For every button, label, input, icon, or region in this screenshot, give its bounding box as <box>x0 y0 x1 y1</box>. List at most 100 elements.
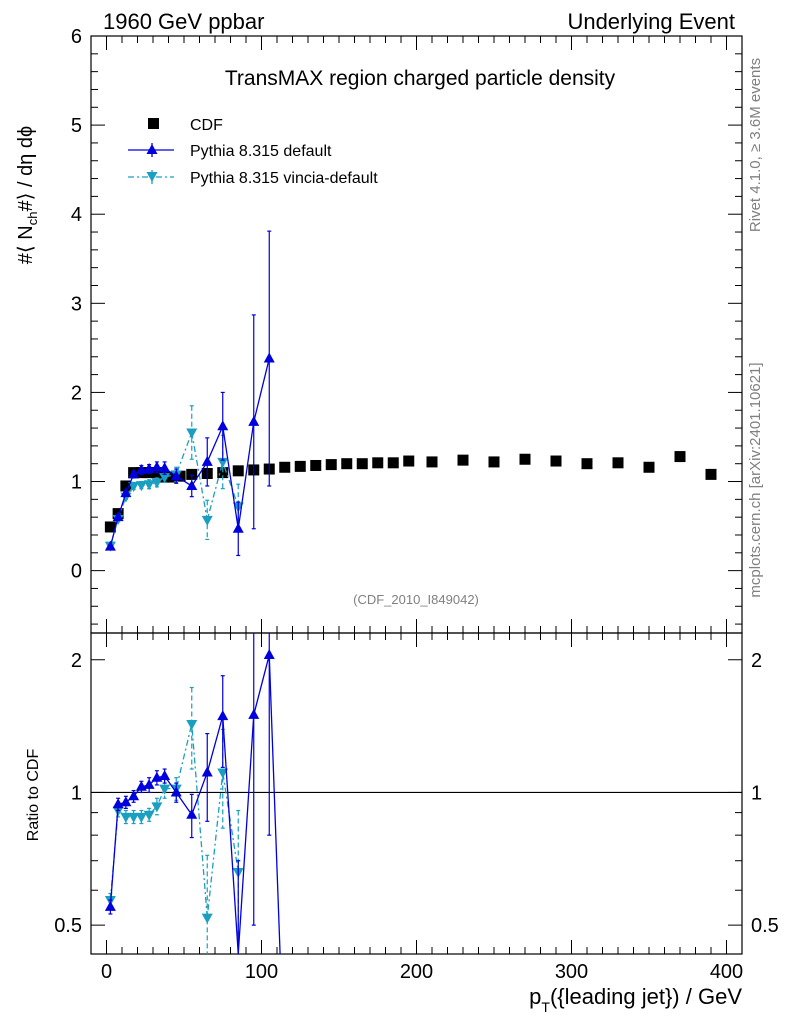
main-ylabel: #⟨ Nch#⟩ / dη dϕ <box>15 126 40 264</box>
data-point <box>143 778 155 789</box>
data-point <box>120 487 132 498</box>
data-point <box>143 810 155 821</box>
data-point <box>232 522 244 533</box>
main-frame <box>90 35 743 634</box>
cdf-point <box>356 458 368 470</box>
ratio-frame <box>90 632 743 955</box>
data-point <box>248 415 260 426</box>
x-axis-label: pT({leading jet}) / GeV <box>529 984 742 1015</box>
data-point <box>159 462 171 473</box>
ratio-ytick-label-left: 2 <box>71 650 82 672</box>
legend-cdf-label: CDF <box>190 117 223 134</box>
data-point <box>170 470 182 481</box>
analysis-label: (CDF_2010_I849042) <box>353 592 479 607</box>
cdf-point <box>426 456 438 468</box>
data-point <box>186 719 198 730</box>
data-point <box>248 708 260 719</box>
data-point <box>170 786 182 797</box>
data-point <box>151 461 163 472</box>
data-point <box>201 766 213 777</box>
legend-default-marker <box>146 144 158 154</box>
cdf-point <box>403 455 415 467</box>
data-point <box>217 457 229 468</box>
legend-cdf-marker <box>148 118 159 129</box>
ratio-ytick-label-right: 1 <box>751 782 762 804</box>
rivet-label: Rivet 4.1.0, ≥ 3.6M events <box>747 58 764 232</box>
main-title: TransMAX region charged particle density <box>225 67 616 90</box>
data-point <box>263 649 275 660</box>
xtick-labels: 0 100 200 300 400 <box>101 961 743 983</box>
main-ytick-label: 1 <box>71 472 82 494</box>
data-point <box>120 796 132 807</box>
data-point <box>128 468 140 479</box>
mcplots-label: mcplots.cern.ch [arXiv:2401.10621] <box>747 362 764 597</box>
cdf-point <box>705 468 717 480</box>
data-point <box>159 784 171 795</box>
data-point <box>159 473 171 484</box>
cdf-point <box>341 458 353 470</box>
ratio-ytick-label-left: 1 <box>71 782 82 804</box>
data-point <box>217 710 229 721</box>
data-point <box>120 812 132 823</box>
data-point <box>263 352 275 363</box>
data-point <box>128 812 140 823</box>
xtick-label: 300 <box>555 961 588 983</box>
data-point <box>217 768 229 779</box>
legend-default-label: Pythia 8.315 default <box>190 143 332 160</box>
cdf-point <box>519 453 531 465</box>
series-line <box>109 654 281 955</box>
cdf-point <box>294 460 306 472</box>
header-right: Underlying Event <box>567 9 735 34</box>
ratio-ytick-label-right: 2 <box>751 650 762 672</box>
cdf-point <box>232 465 244 477</box>
main-ytick-label: 4 <box>71 204 82 226</box>
cdf-point <box>120 480 132 492</box>
data-point <box>186 808 198 819</box>
cdf-point <box>643 461 655 473</box>
cdf-point <box>457 454 469 466</box>
cdf-point <box>612 457 624 469</box>
ratio-panel: 0.5 0.5 1 1 2 2 0 100 200 300 400 Ratio to CDF pT… <box>25 632 779 1015</box>
data-point <box>201 455 213 466</box>
data-point <box>128 481 140 492</box>
main-panel: 0 1 2 3 4 5 6 TransMAX region charged particle… <box>15 26 743 634</box>
series-line <box>109 358 270 547</box>
main-ticks <box>90 35 743 633</box>
cdf-point <box>310 459 322 471</box>
data-point <box>112 511 124 522</box>
cdf-point <box>217 467 229 479</box>
ratio-ticks <box>90 633 743 954</box>
data-point <box>159 769 171 780</box>
legend: CDF Pythia 8.315 default Pythia 8.315 vi… <box>128 117 378 187</box>
main-ytick-label: 5 <box>71 115 82 137</box>
cdf-point <box>104 521 116 533</box>
data-point <box>128 790 140 801</box>
ratio-ylabel: Ratio to CDF <box>25 749 42 842</box>
main-ytick-label: 3 <box>71 293 82 315</box>
cdf-point <box>166 471 178 483</box>
legend-vincia-label: Pythia 8.315 vincia-default <box>190 170 378 187</box>
ratio-data <box>104 633 281 955</box>
cdf-point <box>581 458 593 470</box>
main-ytick-labels: 0 1 2 3 4 5 6 <box>71 26 82 583</box>
data-point <box>135 812 147 823</box>
xtick-label: 200 <box>400 961 433 983</box>
series-line <box>109 723 239 918</box>
cdf-point <box>488 456 500 468</box>
data-point <box>201 515 213 526</box>
cdf-point <box>372 457 384 469</box>
data-point <box>135 463 147 474</box>
cdf-point <box>279 461 291 473</box>
ratio-ytick-label-left: 0.5 <box>54 915 82 937</box>
data-point <box>143 480 155 491</box>
cdf-point <box>325 459 337 471</box>
data-point <box>151 478 163 489</box>
data-point <box>186 428 198 439</box>
ratio-ytick-labels: 0.5 0.5 1 1 2 2 <box>54 650 779 937</box>
main-data <box>104 230 717 557</box>
main-ytick-label: 2 <box>71 382 82 404</box>
cdf-point <box>550 455 562 467</box>
header-left: 1960 GeV ppbar <box>103 9 264 34</box>
main-ytick-label: 6 <box>71 26 82 48</box>
